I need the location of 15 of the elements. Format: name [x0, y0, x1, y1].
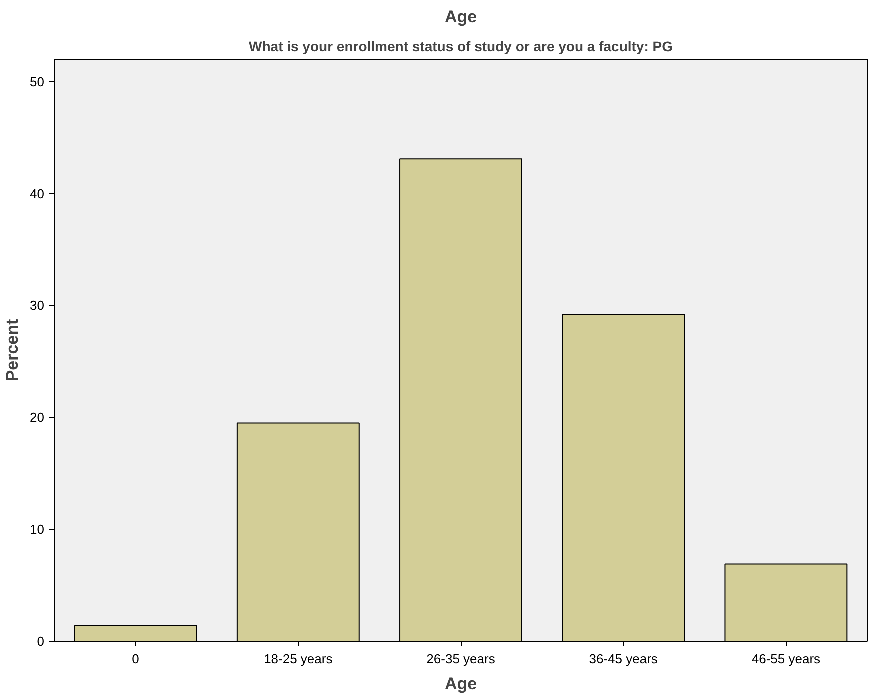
chart-title: Age	[444, 8, 478, 26]
chart-subtitle: What is your enrollment status of study or are you a faculty: PG	[249, 38, 674, 54]
y-tick-label: 40	[30, 186, 45, 202]
y-tick-label: 10	[30, 522, 45, 538]
x-tick-label: 26-35 years	[426, 652, 496, 666]
x-axis-title: Age	[444, 674, 478, 694]
y-tick-label: 0	[37, 634, 45, 649]
y-axis-title: Percent	[3, 318, 22, 382]
y-tick-label: 50	[30, 74, 45, 90]
x-tick-label: 0	[132, 652, 140, 666]
y-tick-label: 20	[30, 410, 45, 426]
x-tick-label: 36-45 years	[589, 652, 658, 666]
x-tick-label: 46-55 years	[752, 652, 822, 666]
x-tick-label: 18-25 years	[264, 652, 334, 666]
y-tick-label: 30	[30, 298, 45, 314]
